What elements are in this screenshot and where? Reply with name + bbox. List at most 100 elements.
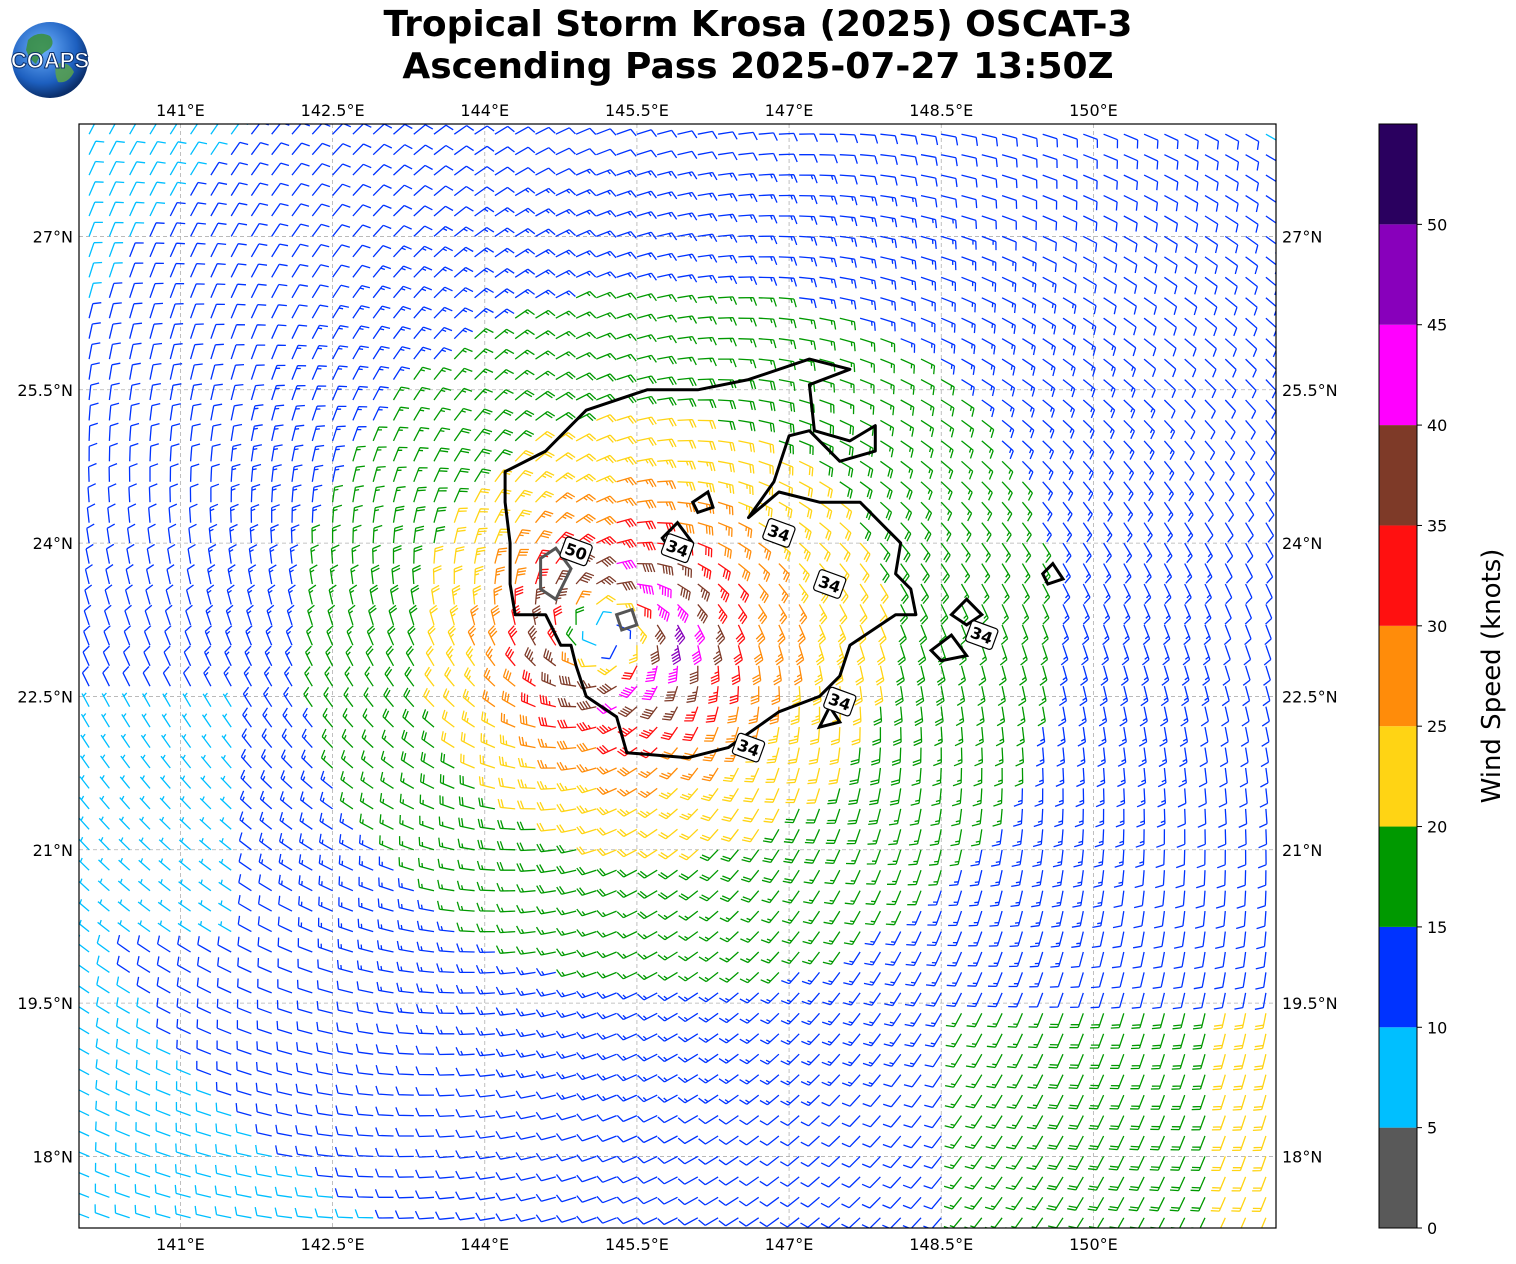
wind-barb (779, 1217, 800, 1228)
wind-barb (677, 356, 697, 366)
wind-barb (494, 146, 515, 156)
wind-barb (514, 309, 535, 319)
wind-barb (475, 1171, 495, 1180)
wind-barb (1001, 399, 1015, 418)
wind-barb (129, 262, 144, 278)
wind-barb (149, 443, 159, 462)
wind-barb (778, 235, 798, 246)
wind-barb (1082, 604, 1090, 625)
wind-barb (677, 1115, 699, 1124)
wind-barb (1162, 645, 1170, 666)
wind-barb (1022, 215, 1037, 231)
wind-barb (275, 1103, 293, 1117)
wind-barb (535, 1029, 556, 1038)
wind-barb (204, 645, 212, 667)
wind-barb (413, 306, 432, 319)
wind-barb (210, 443, 221, 462)
wind-barb (700, 808, 719, 822)
wind-barb (718, 1053, 739, 1064)
wind-barb (1120, 665, 1129, 686)
wind-barb (1261, 706, 1270, 727)
wind-barb (453, 165, 474, 176)
wind-barb (824, 890, 841, 905)
wind-barb (238, 874, 252, 892)
wind-barb (95, 1059, 110, 1076)
wind-barb (535, 470, 555, 483)
wind-barb (516, 904, 536, 914)
wind-barb (363, 687, 374, 708)
wind-barb (1202, 665, 1211, 686)
wind-barb (176, 998, 191, 1014)
wind-barb (1058, 706, 1067, 727)
wind-barb (616, 559, 637, 570)
wind-barb (427, 625, 436, 646)
wind-barb (455, 984, 475, 994)
wind-barb (639, 706, 658, 720)
wind-barb (1103, 215, 1118, 232)
wind-barb (250, 503, 260, 523)
wind-barb (1163, 399, 1176, 419)
wind-barb (1089, 1053, 1105, 1069)
wind-barb (555, 310, 576, 319)
wind-barb (210, 283, 226, 299)
wind-barb (332, 124, 352, 135)
wind-barb (637, 910, 658, 920)
wind-barb (1143, 276, 1158, 295)
wind-barb (767, 726, 780, 745)
wind-barb (394, 1210, 414, 1220)
wind-barb (1216, 870, 1226, 889)
lon-tick-label-bottom: 150°E (1069, 1235, 1118, 1254)
wind-barb (236, 1020, 252, 1035)
wind-barb (129, 442, 139, 462)
wind-barb (758, 173, 778, 183)
wind-barb (237, 915, 252, 933)
wind-barb (697, 336, 717, 346)
wind-barb (433, 407, 451, 421)
wind-barb (210, 124, 228, 135)
wind-barb (475, 985, 495, 995)
wind-barb (595, 594, 616, 605)
wind-barb (379, 793, 394, 810)
wind-barb (769, 706, 780, 725)
wind-barb (332, 143, 351, 156)
wind-barb (148, 483, 158, 503)
wind-barb (1149, 1197, 1165, 1212)
wind-barb (842, 1033, 861, 1047)
wind-barb (1265, 522, 1275, 543)
wind-barb (760, 1033, 780, 1045)
wind-barb (176, 1039, 191, 1055)
wind-barb (1082, 481, 1094, 502)
wind-barb (129, 382, 141, 401)
wind-barb (596, 1216, 617, 1224)
wind-barb (435, 1025, 455, 1035)
wind-barb (1183, 624, 1191, 646)
wind-barb (970, 849, 983, 867)
wind-barb (197, 936, 212, 953)
wind-barb (920, 256, 937, 270)
wind-barb (474, 267, 495, 278)
colorbar-tick-label: 30 (1427, 617, 1447, 636)
wind-barb (514, 207, 536, 217)
wind-barb (860, 154, 878, 165)
wind-barb (319, 791, 333, 810)
wind-barb (677, 1074, 699, 1084)
wind-barb (1143, 583, 1152, 605)
wind-barb (250, 324, 266, 339)
wind-barb (188, 523, 197, 544)
wind-barb (1083, 215, 1098, 232)
wind-barb (433, 144, 454, 156)
wind-barb (494, 528, 510, 544)
wind-barb (154, 1205, 171, 1219)
wind-barb (616, 415, 637, 424)
lon-tick-label-top: 150°E (1069, 101, 1118, 120)
wind-barb (250, 263, 268, 278)
wind-barb (862, 1074, 881, 1087)
wind-barb (829, 747, 841, 766)
wind-barb (164, 625, 172, 646)
wind-barb (176, 977, 191, 994)
wind-barb (839, 419, 855, 436)
wind-barb (1211, 1115, 1226, 1131)
wind-barb (941, 215, 958, 229)
wind-barb (880, 256, 897, 269)
